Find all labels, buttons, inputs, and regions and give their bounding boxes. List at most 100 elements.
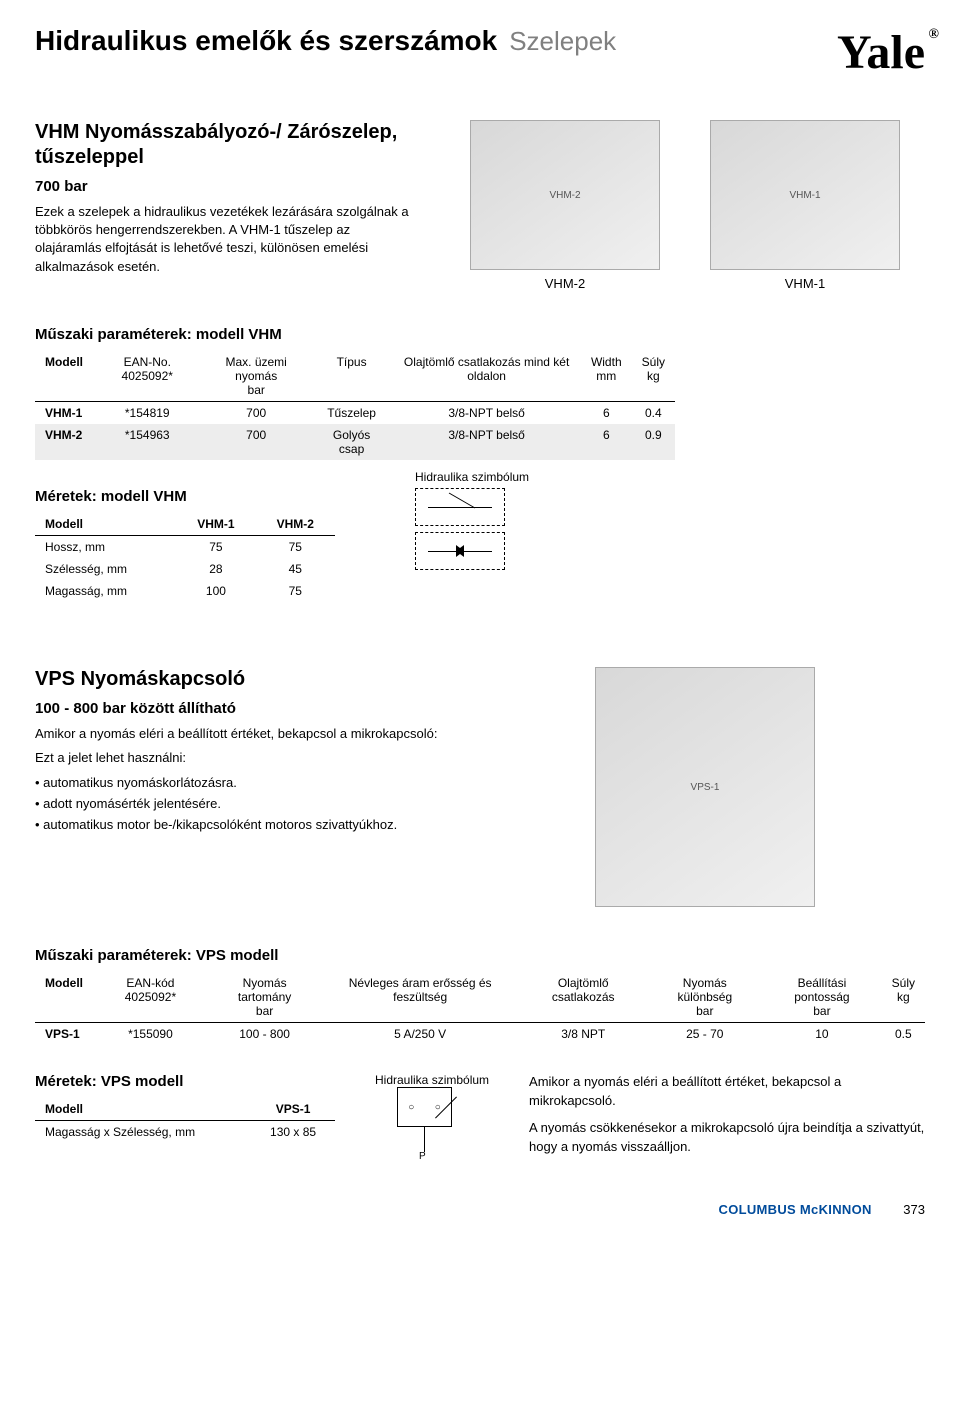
cell: VHM-1 <box>35 402 93 425</box>
footer-brand: COLUMBUS McKINNON <box>719 1202 872 1217</box>
th: Modell <box>45 355 83 369</box>
page-header: Hidraulikus emelők és szerszámok Szelepe… <box>35 25 925 80</box>
vps-product-row: VPS Nyomáskapcsoló 100 - 800 bar között … <box>35 667 925 907</box>
vps-image: VPS-1 <box>595 667 815 907</box>
unit: bar <box>256 1004 273 1018</box>
cell: 0.9 <box>632 424 675 460</box>
header-left: Hidraulikus emelők és szerszámok Szelepe… <box>35 25 616 57</box>
cell: 0.5 <box>882 1023 925 1046</box>
cell: VHM-2 <box>35 424 93 460</box>
vhm-spec-table: Modell EAN-No. 4025092* Max. üzemi nyomá… <box>35 351 675 460</box>
cell: 130 x 85 <box>251 1121 335 1144</box>
vhm-dim-title: Méretek: modell VHM <box>35 488 335 505</box>
table-row: VPS-1 *155090 100 - 800 5 A/250 V 3/8 NP… <box>35 1023 925 1046</box>
vps-bottom-row: Méretek: VPS modell Modell VPS-1 Magassá… <box>35 1055 925 1162</box>
vps-desc2: Ezt a jelet lehet használni: <box>35 749 455 767</box>
page-subtitle: Szelepek <box>509 26 616 57</box>
th: Típus <box>311 351 392 402</box>
th: Olajtömlő csatlakozás mind két oldalon <box>392 351 581 402</box>
cell: 75 <box>176 536 255 559</box>
unit: kg <box>897 990 910 1004</box>
vhm-symbol-block: Hidraulika szimbólum <box>415 470 529 576</box>
cell: 45 <box>256 558 335 580</box>
cell: 6 <box>581 402 632 425</box>
vps-text: VPS Nyomáskapcsoló 100 - 800 bar között … <box>35 667 455 907</box>
th: Olajtömlő csatlakozás <box>519 972 647 1023</box>
vhm-text: VHM Nyomásszabályozó-/ Zárószelep, tűsze… <box>35 120 415 291</box>
th: Nyomás különbség <box>677 976 732 1004</box>
vps-bottom-text1: Amikor a nyomás eléri a beállított érték… <box>529 1073 925 1111</box>
unit: kg <box>647 369 660 383</box>
list-item: automatikus motor be-/kikapcsolóként mot… <box>35 815 455 836</box>
th: Modell <box>45 1102 83 1116</box>
th: Súly <box>892 976 915 990</box>
vhm-desc: Ezek a szelepek a hidraulikus vezetékek … <box>35 203 415 276</box>
vps-dim-table: Modell VPS-1 Magasság x Szélesség, mm 13… <box>35 1098 335 1143</box>
vhm-dim-row: Méretek: modell VHM Modell VHM-1 VHM-2 H… <box>35 470 925 612</box>
vps-image-block: VPS-1 <box>485 667 925 907</box>
cell: 700 <box>202 424 311 460</box>
vhm-product-row: VHM Nyomásszabályozó-/ Zárószelep, tűsze… <box>35 120 925 291</box>
brand-logo: Yale® <box>837 25 925 80</box>
th: EAN-No. 4025092* <box>93 351 202 402</box>
th: Nyomás tartomány <box>238 976 291 1004</box>
vhm-pressure: 700 bar <box>35 178 415 195</box>
th: Beállítási pontosság <box>794 976 849 1004</box>
list-item: automatikus nyomáskorlátozásra. <box>35 773 455 794</box>
table-row: VHM-2 *154963 700 Golyós csap 3/8-NPT be… <box>35 424 675 460</box>
vps-dim-title: Méretek: VPS modell <box>35 1073 335 1090</box>
vps-spec-title: Műszaki paraméterek: VPS modell <box>35 947 925 964</box>
vhm-img1-label: VHM-2 <box>545 276 585 291</box>
cell: Magasság x Szélesség, mm <box>35 1121 251 1144</box>
vhm-dim-table: Modell VHM-1 VHM-2 Hossz, mm 75 75 Széle… <box>35 513 335 602</box>
table-row: Hossz, mm 75 75 <box>35 536 335 559</box>
hydraulic-symbol-valve-icon <box>415 532 505 570</box>
th: Modell <box>45 517 83 531</box>
registered-mark: ® <box>929 27 939 43</box>
list-item: adott nyomásérték jelentésére. <box>35 794 455 815</box>
cell: *154819 <box>93 402 202 425</box>
page-title: Hidraulikus emelők és szerszámok <box>35 25 497 57</box>
vhm-symbol-title: Hidraulika szimbólum <box>415 470 529 484</box>
vhm-img2-block: VHM-1 VHM-1 <box>710 120 900 291</box>
hydraulic-symbol-throttle-icon <box>415 488 505 526</box>
cell: 3/8 NPT <box>519 1023 647 1046</box>
cell: 75 <box>256 580 335 602</box>
vhm-img2-label: VHM-1 <box>785 276 825 291</box>
cell: 0.4 <box>632 402 675 425</box>
vps-bottom-text2: A nyomás csökkenésekor a mikrokapcsoló ú… <box>529 1119 925 1157</box>
cell: 25 - 70 <box>647 1023 762 1046</box>
cell: *154963 <box>93 424 202 460</box>
th: EAN-kód 4025092* <box>93 972 208 1023</box>
vhm1-image: VHM-1 <box>710 120 900 270</box>
vhm-title: VHM Nyomásszabályozó-/ Zárószelep, tűsze… <box>35 120 415 170</box>
cell: 100 - 800 <box>208 1023 321 1046</box>
th: Max. üzemi nyomás <box>226 355 287 383</box>
th: VHM-1 <box>197 517 234 531</box>
vps-subtitle: 100 - 800 bar között állítható <box>35 700 455 717</box>
vps-title: VPS Nyomáskapcsoló <box>35 667 455 692</box>
unit: bar <box>813 1004 830 1018</box>
vps-bullets: automatikus nyomáskorlátozásra. adott ny… <box>35 773 455 835</box>
cell: 3/8-NPT belső <box>392 402 581 425</box>
cell: VPS-1 <box>35 1023 93 1046</box>
cell: 28 <box>176 558 255 580</box>
cell: *155090 <box>93 1023 208 1046</box>
th: VHM-2 <box>277 517 314 531</box>
table-row: VHM-1 *154819 700 Tűszelep 3/8-NPT belső… <box>35 402 675 425</box>
unit: bar <box>248 383 265 397</box>
table-row: Szélesség, mm 28 45 <box>35 558 335 580</box>
footer-page: 373 <box>903 1202 925 1217</box>
table-row: Magasság, mm 100 75 <box>35 580 335 602</box>
vps-symbol-block: Hidraulika szimbólum ○○ P <box>375 1055 489 1162</box>
vhm-spec-title: Műszaki paraméterek: modell VHM <box>35 326 925 343</box>
unit: mm <box>596 369 616 383</box>
th: Névleges áram erősség és feszültség <box>321 972 519 1023</box>
cell: 3/8-NPT belső <box>392 424 581 460</box>
cell: 75 <box>256 536 335 559</box>
page-footer: COLUMBUS McKINNON 373 <box>35 1202 925 1217</box>
th: Súly <box>642 355 665 369</box>
vhm-img1-block: VHM-2 VHM-2 <box>470 120 660 291</box>
cell: 6 <box>581 424 632 460</box>
cell: Golyós csap <box>311 424 392 460</box>
